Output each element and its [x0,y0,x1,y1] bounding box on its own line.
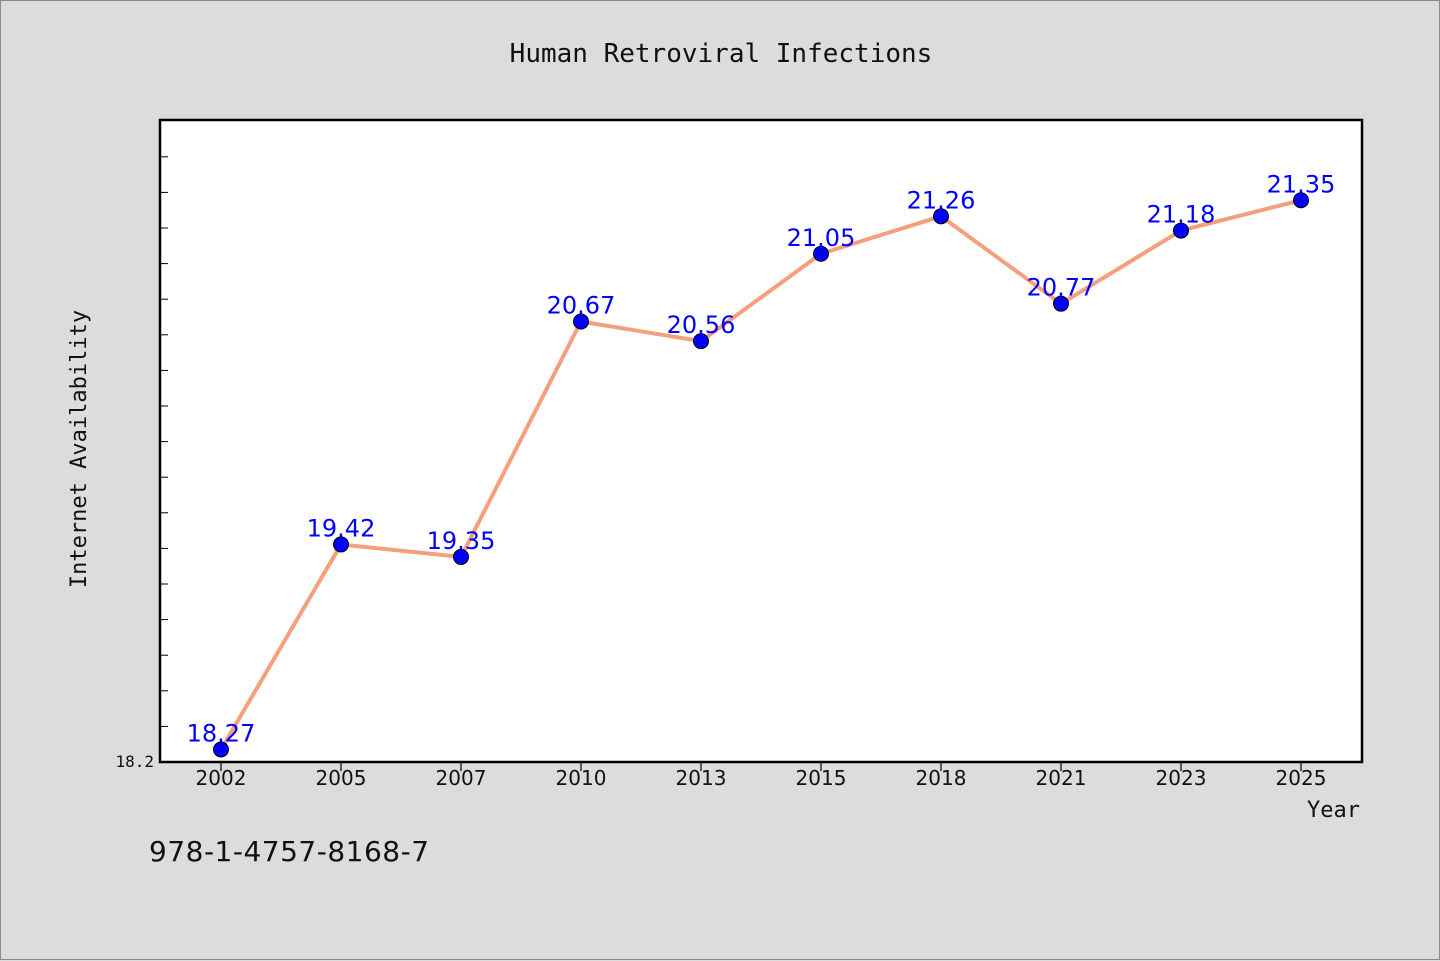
isbn-text: 978-1-4757-8168-7 [149,835,430,868]
series-layer: 18.27 19.42 19.35 20.67 20.56 21.05 21.26 20.77… [187,170,1336,758]
chart-title: Human Retroviral Infections [510,39,933,69]
x-axis-tick-labels: 2002 2005 2007 2010 2013 2015 2018 2021 2023 2025 [196,766,1327,790]
x-tick-label: 2025 [1276,766,1327,790]
data-point [1293,192,1309,209]
data-point [693,333,709,350]
data-point [1053,295,1069,312]
x-tick-label: 2018 [916,766,967,790]
data-point [573,313,589,330]
data-label: 21.26 [907,186,976,214]
data-point [813,245,829,262]
x-tick-label: 2002 [196,766,247,790]
y-tick-label: 18.2 [115,752,154,771]
data-label: 21.35 [1267,170,1336,198]
data-label: 20.67 [547,292,616,320]
y-axis-ticks [160,156,168,727]
x-tick-label: 2023 [1156,766,1207,790]
x-tick-label: 2007 [436,766,487,790]
x-tick-label: 2015 [796,766,847,790]
data-label: 19.35 [427,527,496,555]
x-axis-label: Year [1307,798,1360,823]
x-axis-ticks [220,762,1302,771]
data-label: 18.27 [187,720,256,748]
data-label: 20.77 [1027,274,1096,302]
data-point [213,741,229,758]
data-label: 19.42 [307,514,376,542]
data-label: 21.05 [787,224,856,252]
x-tick-label: 2021 [1036,766,1087,790]
series-line [219,198,1302,751]
plot-area [158,118,1364,764]
x-tick-label: 2010 [556,766,607,790]
y-axis-label: Internet Availability [67,310,92,588]
x-tick-label: 2005 [316,766,367,790]
data-label: 20.56 [667,311,736,339]
data-label: 21.18 [1147,201,1216,229]
data-point [1173,222,1189,239]
data-point [333,536,349,553]
x-tick-label: 2013 [676,766,727,790]
data-point [453,548,469,565]
data-point [933,208,949,225]
